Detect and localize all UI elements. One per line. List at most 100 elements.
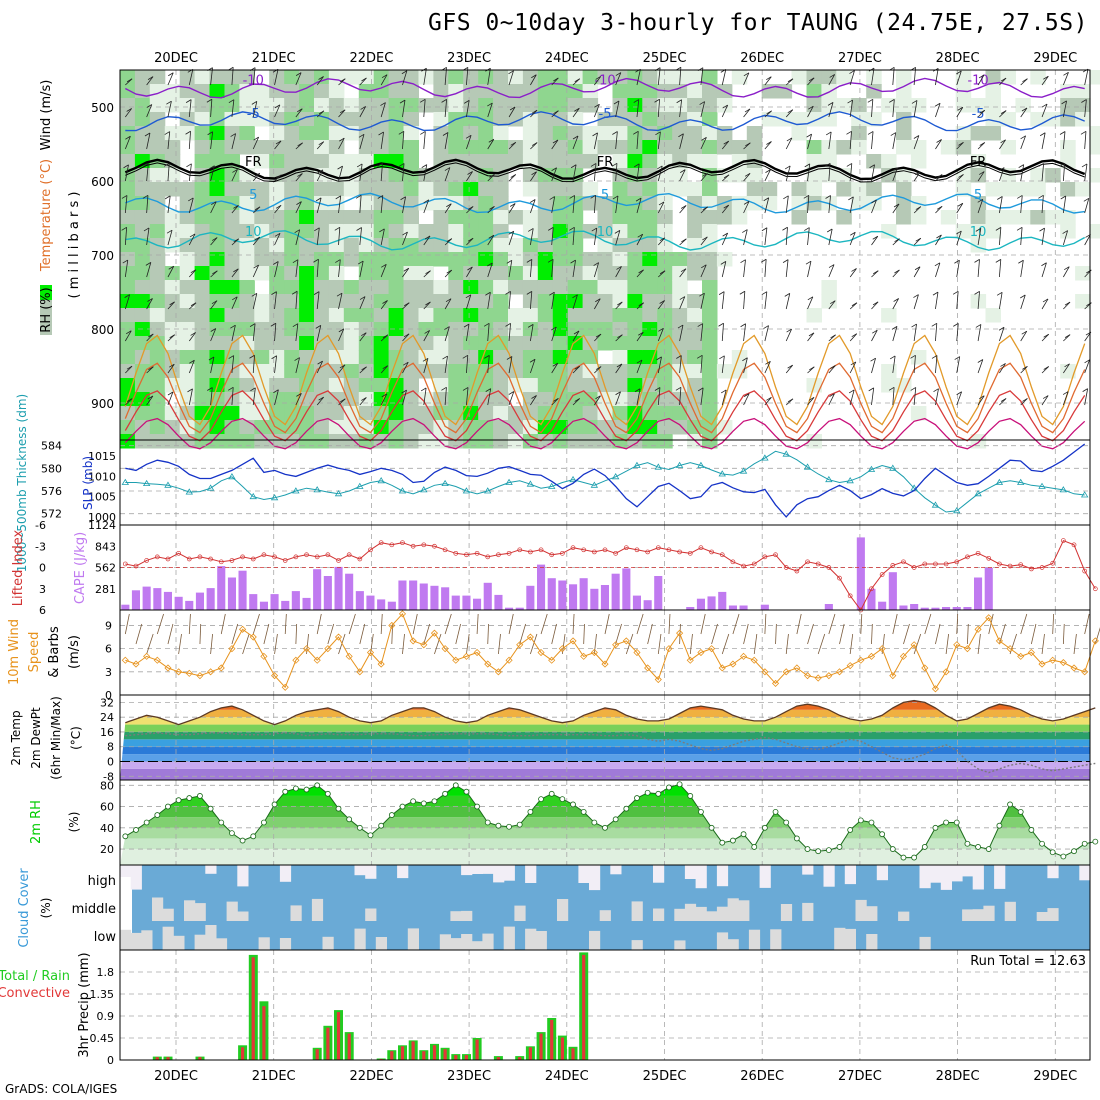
axis-label: (°C) [69, 726, 83, 750]
rh-cell [120, 210, 136, 225]
rh-cell [985, 98, 1001, 113]
rh-cell [493, 434, 509, 449]
rh-cell [537, 98, 554, 113]
wind-barb [615, 72, 622, 76]
wind-barb [979, 395, 985, 400]
wind-barb [1041, 298, 1049, 310]
rh-cell [493, 280, 509, 295]
rh-cell [254, 336, 270, 351]
rh-cell [642, 322, 658, 337]
rh-cell [612, 322, 628, 337]
wind-barb [1016, 226, 1023, 231]
wind-barb [404, 302, 410, 307]
wind-barb [1062, 131, 1066, 150]
wind-barb [742, 229, 748, 233]
rh-cell [328, 308, 345, 323]
wind-barb [1062, 391, 1069, 395]
wind-barb [676, 99, 682, 104]
wind-barb [124, 195, 128, 214]
wind-barb [551, 326, 557, 342]
rh-cell [269, 308, 285, 323]
wind-barb [210, 300, 218, 310]
wind-barb [297, 108, 303, 113]
wind-barb [846, 130, 852, 135]
rh-cell [299, 70, 315, 85]
rh-cell [433, 350, 449, 365]
wind-barb [188, 613, 191, 635]
rh-cell [896, 98, 912, 113]
wind-barb [860, 613, 863, 635]
rh-cell [985, 70, 1001, 85]
cloud-cell [461, 910, 473, 921]
cape-bar [686, 607, 695, 610]
lifted-index-point [943, 561, 949, 567]
rh-cell [612, 392, 628, 407]
wind-barb [593, 104, 600, 118]
rh-cell [388, 98, 405, 113]
wind-speed-point [548, 656, 556, 664]
wind-barb [334, 226, 340, 231]
cape-bar [526, 585, 535, 610]
rh-cell [478, 196, 494, 211]
wind-barb [924, 613, 932, 635]
isotherm-line [124, 417, 1086, 450]
thickness-point [547, 482, 556, 489]
wind-barb [893, 298, 899, 302]
wind-barb [530, 74, 537, 86]
wind-barb [168, 265, 174, 270]
wind-barb [1063, 301, 1071, 310]
rh-cell [881, 224, 897, 239]
wind-barb [766, 396, 772, 401]
wind-barb [401, 70, 408, 75]
wind-barb [147, 298, 153, 302]
wind-barb [934, 262, 941, 267]
wind-barb [263, 623, 270, 645]
wind-speed-point [228, 645, 236, 653]
rh-cell [552, 210, 569, 225]
wind-barb [828, 613, 836, 635]
rh-cell [149, 308, 166, 323]
date-label-top: 27DEC [838, 51, 882, 66]
wind-barb [892, 167, 899, 182]
wind-barb [871, 199, 877, 214]
cape-bar [952, 607, 961, 610]
rh-cell [612, 154, 628, 169]
wind-barb [656, 356, 662, 361]
wind-barb [784, 165, 791, 170]
rh-point [666, 784, 672, 791]
rh-cell [194, 266, 211, 281]
wind-barb [891, 326, 898, 330]
cloud-cell [684, 903, 697, 921]
rh-cell [597, 112, 613, 127]
wind-barb [977, 74, 985, 86]
wind-barb [828, 365, 836, 374]
wind-speed-point [398, 610, 407, 618]
thickness-point [697, 461, 705, 468]
wind-speed-point [686, 656, 694, 664]
cape-bar [131, 590, 140, 610]
rh-cell [478, 280, 494, 295]
rh-cell [194, 210, 211, 225]
cloud-cell [599, 910, 611, 921]
lifted-index-point [922, 561, 928, 567]
rh-cell [358, 308, 375, 323]
rh-cell [493, 308, 509, 323]
cloud-cell [354, 928, 366, 950]
rh-cell [1015, 210, 1031, 225]
wind-barb [210, 328, 217, 342]
cloud-cell [898, 911, 910, 921]
rh-cell [209, 84, 225, 99]
rh-cell [299, 126, 315, 141]
wind-barb [402, 231, 408, 246]
rh-cell [672, 252, 688, 267]
wind-barb [1064, 266, 1070, 271]
rh-cell [314, 364, 330, 379]
rh-cell [672, 294, 688, 309]
cloud-cell [557, 899, 569, 921]
wind-barb [531, 171, 537, 176]
wind-barb [441, 99, 447, 103]
thickness-point [334, 490, 343, 497]
rh-cell [120, 252, 136, 267]
rh-cell [672, 406, 688, 421]
wind-barb [828, 393, 835, 406]
